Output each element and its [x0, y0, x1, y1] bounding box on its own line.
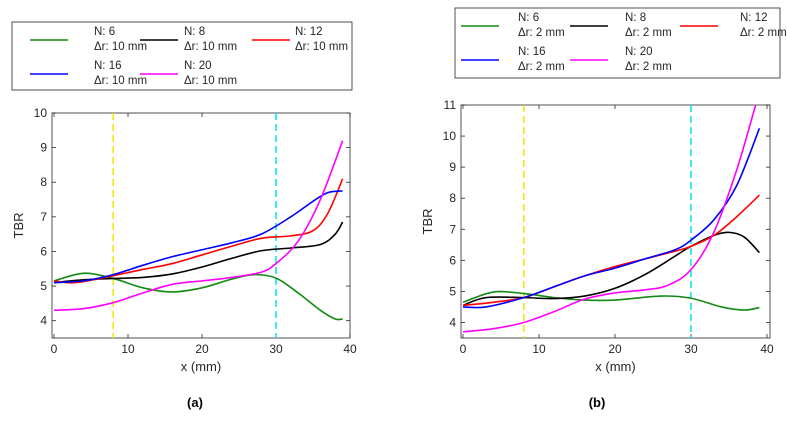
legend-box — [11, 21, 353, 91]
chart-panel-b: 0 10 20 30 40 4 5 6 7 8 9 10 11 x (mm) TBR N: 6 Δr: 2 mm… — [420, 7, 787, 410]
x-tick-label: 40 — [760, 342, 774, 356]
panel-label: (b) — [589, 395, 606, 410]
legend-label: N: 8 — [184, 26, 205, 38]
legend-sublabel: Δr: 2 mm — [625, 27, 672, 39]
legend-item: N: 20 Δr: 2 mm — [570, 46, 672, 73]
y-tick-label: 5 — [449, 284, 456, 298]
series-line-n6 — [53, 272, 343, 321]
legend-sublabel: Δr: 10 mm — [184, 41, 237, 53]
y-tick-label: 11 — [444, 98, 457, 112]
x-axis-label: x (mm) — [595, 359, 635, 374]
y-tick-label: 5 — [40, 279, 47, 293]
legend-sublabel: Δr: 10 mm — [94, 75, 147, 87]
y-tick-label: 8 — [40, 175, 47, 189]
legend-item: N: 12 Δr: 2 mm — [680, 12, 787, 39]
axes-box — [51, 112, 351, 339]
y-tick-label: 4 — [40, 314, 47, 328]
y-tick-label: 6 — [449, 253, 456, 267]
legend-sublabel: Δr: 10 mm — [295, 41, 348, 53]
x-tick-label: 40 — [343, 342, 357, 356]
panel-label: (a) — [187, 395, 203, 410]
legend-label: N: 12 — [740, 12, 768, 24]
axes-box — [460, 104, 771, 339]
series-line-n8 — [53, 221, 344, 284]
legend-item: N: 8 Δr: 10 mm — [140, 26, 237, 53]
plot-area — [462, 105, 761, 338]
legend-sublabel: Δr: 2 mm — [518, 61, 565, 73]
y-tick-label: 9 — [40, 141, 47, 155]
series-line-n20 — [53, 140, 344, 312]
legend-label: N: 6 — [518, 12, 539, 24]
x-tick-label: 30 — [269, 342, 283, 356]
plot-area — [53, 113, 344, 338]
legend-box — [454, 7, 781, 79]
y-tick-label: 8 — [449, 191, 456, 205]
legend: N: 6 Δr: 10 mm N: 8 Δr: 10 mm N: 12 Δr: 10 mm… — [11, 21, 353, 91]
legend-label: N: 16 — [94, 60, 122, 72]
series-line-n20 — [462, 105, 757, 333]
x-tick-label: 20 — [608, 342, 622, 356]
y-tick-label: 7 — [449, 222, 456, 236]
y-tick-label: 4 — [449, 315, 456, 329]
y-tick-label: 6 — [40, 244, 47, 258]
legend-label: N: 16 — [518, 46, 546, 58]
legend-label: N: 12 — [295, 26, 323, 38]
series-line-n6 — [462, 290, 760, 311]
legend-sublabel: Δr: 2 mm — [740, 27, 787, 39]
legend-item: N: 6 Δr: 2 mm — [461, 12, 565, 39]
x-tick-label: 10 — [532, 342, 546, 356]
x-tick-label: 0 — [460, 342, 467, 356]
x-tick-label: 20 — [195, 342, 209, 356]
legend-sublabel: Δr: 2 mm — [625, 61, 672, 73]
legend-item: N: 12 Δr: 10 mm — [252, 26, 348, 53]
legend-sublabel: Δr: 2 mm — [518, 27, 565, 39]
x-tick-label: 10 — [121, 342, 135, 356]
y-tick-label: 10 — [34, 106, 48, 120]
legend-item: N: 8 Δr: 2 mm — [570, 12, 672, 39]
legend-label: N: 8 — [625, 12, 646, 24]
legend-item: N: 16 Δr: 2 mm — [461, 46, 565, 73]
legend-item: N: 6 Δr: 10 mm — [30, 26, 147, 53]
legend-sublabel: Δr: 10 mm — [184, 75, 237, 87]
y-axis-label: TBR — [11, 213, 26, 239]
x-axis-label: x (mm) — [181, 359, 221, 374]
x-tick-label: 30 — [684, 342, 698, 356]
series-line-n16 — [462, 128, 761, 309]
y-tick-label: 9 — [449, 160, 456, 174]
legend-label: N: 6 — [94, 26, 115, 38]
legend-label: N: 20 — [184, 60, 212, 72]
series-line-n16 — [53, 190, 343, 284]
x-tick-label: 0 — [51, 342, 58, 356]
y-tick-label: 10 — [443, 129, 457, 143]
legend-item: N: 20 Δr: 10 mm — [140, 60, 237, 87]
legend-label: N: 20 — [625, 46, 653, 58]
y-axis-label: TBR — [420, 209, 435, 235]
legend-item: N: 16 Δr: 10 mm — [30, 60, 147, 87]
y-tick-label: 7 — [40, 210, 47, 224]
legend-sublabel: Δr: 10 mm — [94, 41, 147, 53]
series-line-n12 — [53, 178, 344, 284]
